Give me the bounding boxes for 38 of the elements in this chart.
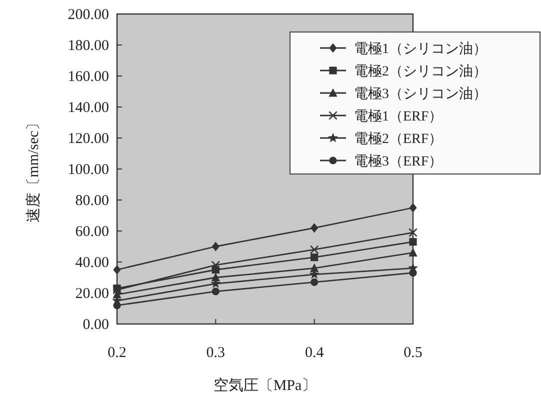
x-tick-label: 0.2 (108, 345, 126, 361)
y-tick-label: 200.00 (68, 7, 109, 23)
y-tick-label: 160.00 (68, 69, 109, 85)
point (409, 202, 417, 213)
point (310, 245, 319, 254)
legend-label: 電極3（ERF） (354, 154, 443, 170)
point (211, 260, 220, 270)
legend-label: 電極1（ERF） (354, 108, 443, 124)
y-tick-label: 180.00 (68, 38, 109, 54)
x-tick-label: 0.5 (404, 345, 422, 361)
point (310, 263, 319, 272)
x-tick-label: 0.4 (304, 345, 324, 361)
point (212, 242, 220, 252)
point (212, 288, 220, 296)
point (113, 264, 121, 275)
x-axis-title: 空気圧〔MPa〕 (213, 377, 317, 394)
legend-label: 電極1（シリコン油） (354, 41, 487, 57)
y-tick-label: 0.00 (82, 317, 109, 333)
point (409, 238, 417, 246)
y-tick-label: 80.00 (75, 193, 109, 209)
y-tick-label: 140.00 (68, 100, 109, 116)
y-tick-label: 100.00 (68, 162, 109, 178)
legend-label: 電極3（シリコン油） (354, 86, 487, 102)
y-tick-label: 120.00 (68, 131, 109, 147)
x-tick-label: 0.3 (206, 345, 226, 361)
legend-label: 電極2（シリコン油） (354, 64, 487, 80)
point (408, 228, 418, 237)
point (211, 272, 220, 282)
y-tick-label: 40.00 (75, 255, 109, 271)
point (310, 278, 318, 286)
y-tick-label: 60.00 (75, 224, 109, 240)
legend-label: 電極2（ERF） (354, 131, 443, 147)
point (310, 223, 318, 233)
point (113, 302, 121, 310)
y-axis-title: 速度〔mm/sec〕 (25, 116, 42, 222)
y-tick-label: 20.00 (75, 286, 109, 302)
point (310, 254, 318, 262)
point (409, 269, 417, 277)
